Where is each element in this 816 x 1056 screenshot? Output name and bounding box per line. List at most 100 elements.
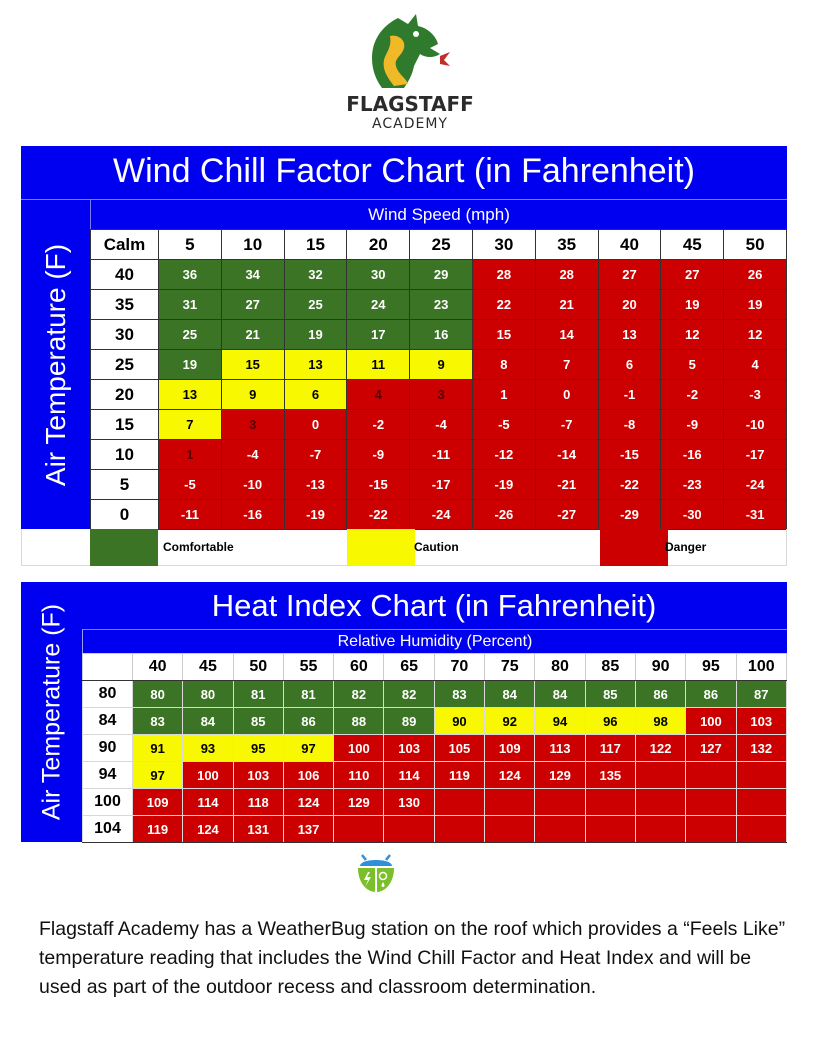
wind-chill-cell: 1 — [158, 439, 222, 470]
heat-index-row: 80 80 80 81 81 82 82 83 84 84 85 86 86 87 — [82, 680, 788, 708]
heat-index-cell: 85 — [232, 707, 284, 735]
wind-chill-cell: -11 — [409, 439, 473, 470]
wind-chill-cell: 7 — [534, 349, 599, 380]
wind-chill-cell: 13 — [158, 379, 222, 410]
humidity-column-header: 65 — [383, 653, 435, 681]
wind-speed-column-header: 40 — [597, 229, 662, 260]
wind-chill-row: 20 13 9 6 4 3 1 0 -1 -2 -3 — [90, 379, 787, 410]
wind-chill-cell: 28 — [534, 259, 599, 290]
air-temperature-row-header: 94 — [82, 761, 133, 789]
humidity-column-header: 60 — [333, 653, 385, 681]
wind-chill-cell: 20 — [597, 289, 662, 320]
wind-chill-cell: 12 — [723, 319, 787, 350]
heat-index-cell: 95 — [232, 734, 284, 762]
wind-speed-column-header: 15 — [283, 229, 348, 260]
heat-index-cell: 81 — [282, 680, 335, 708]
wind-chill-cell: 23 — [409, 289, 473, 320]
heat-index-cell: 84 — [534, 680, 586, 708]
wind-speed-column-header: Calm — [90, 229, 159, 260]
wind-chill-cell: -19 — [471, 469, 536, 500]
humidity-column-header: 95 — [685, 653, 737, 681]
heat-index-cell — [584, 815, 636, 843]
humidity-column-header: 75 — [484, 653, 536, 681]
wind-chill-cell: -17 — [723, 439, 787, 470]
wind-chill-row: 25 19 15 13 11 9 8 7 6 5 4 — [90, 349, 787, 380]
wind-chill-cell: 25 — [158, 319, 222, 350]
wind-chill-row: 10 1 -4 -7 -9 -11 -12 -14 -15 -16 -17 — [90, 439, 787, 470]
logo-subtitle: ACADEMY — [372, 116, 448, 132]
heat-index-header-row: 40 45 50 55 60 65 70 75 80 85 90 95 100 — [82, 653, 788, 681]
air-temperature-row-header: 35 — [90, 289, 159, 320]
wind-chill-cell: 21 — [220, 319, 285, 350]
humidity-column-header: 70 — [433, 653, 486, 681]
wind-chill-cell: -2 — [660, 379, 725, 410]
heat-index-cell — [433, 815, 486, 843]
wind-speed-column-header: 20 — [346, 229, 411, 260]
wind-chill-header-row: Calm 5 10 15 20 25 30 35 40 45 50 — [90, 229, 787, 260]
heat-index-row: 84 83 84 85 86 88 89 90 92 94 96 98 100 103 — [82, 707, 788, 735]
heat-index-cell: 83 — [433, 680, 486, 708]
heat-index-cell: 92 — [484, 707, 536, 735]
heat-index-cell: 100 — [685, 707, 737, 735]
air-temperature-row-header: 30 — [90, 319, 159, 350]
wind-chill-chart: Wind Chill Factor Chart (in Fahrenheit) … — [21, 146, 787, 530]
wind-chill-cell: 12 — [660, 319, 725, 350]
air-temperature-row-header: 0 — [90, 499, 159, 530]
air-temperature-row-header: 80 — [82, 680, 133, 708]
heat-index-cell: 98 — [634, 707, 687, 735]
heat-index-cell: 80 — [131, 680, 184, 708]
heat-index-cell: 137 — [282, 815, 335, 843]
wind-chill-y-axis-label: Air Temperature (F) — [21, 199, 90, 529]
heat-index-cell: 100 — [333, 734, 385, 762]
heat-index-cell: 110 — [333, 761, 385, 789]
wind-chill-cell: 19 — [660, 289, 725, 320]
heat-index-title: Heat Index Chart (in Fahrenheit) — [21, 582, 787, 629]
heat-index-cell: 93 — [182, 734, 234, 762]
wind-speed-column-header: 35 — [534, 229, 599, 260]
wind-chill-cell: 15 — [471, 319, 536, 350]
wind-chill-cell: 36 — [158, 259, 222, 290]
wind-chill-cell: 4 — [723, 349, 787, 380]
wind-chill-cell: 24 — [346, 289, 411, 320]
wind-chill-table: Calm 5 10 15 20 25 30 35 40 45 50 40 36 34 32 30 29 28 28… — [90, 229, 787, 530]
wind-chill-cell: 17 — [346, 319, 411, 350]
wind-chill-cell: -10 — [723, 409, 787, 440]
heat-index-cell: 131 — [232, 815, 284, 843]
heat-index-cell: 86 — [685, 680, 737, 708]
wind-chill-row: 15 7 3 0 -2 -4 -5 -7 -8 -9 -10 — [90, 409, 787, 440]
wind-chill-cell: -12 — [471, 439, 536, 470]
wind-chill-cell: -3 — [723, 379, 787, 410]
heat-index-cell: 96 — [584, 707, 636, 735]
heat-index-cell: 103 — [735, 707, 788, 735]
wind-chill-cell: 11 — [346, 349, 411, 380]
wind-chill-cell: 0 — [534, 379, 599, 410]
wind-chill-cell: -21 — [534, 469, 599, 500]
heat-index-cell: 100 — [182, 761, 234, 789]
heat-index-cell: 84 — [182, 707, 234, 735]
wind-chill-cell: 27 — [597, 259, 662, 290]
wind-chill-cell: -9 — [346, 439, 411, 470]
heat-index-cell: 122 — [634, 734, 687, 762]
heat-index-cell: 86 — [634, 680, 687, 708]
wind-speed-column-header: 10 — [220, 229, 285, 260]
description-paragraph: Flagstaff Academy has a WeatherBug stati… — [39, 918, 786, 998]
wind-chill-cell: 32 — [283, 259, 348, 290]
heat-index-cell — [584, 788, 636, 816]
wind-speed-column-header: 5 — [158, 229, 222, 260]
wind-speed-column-header: 50 — [723, 229, 787, 260]
wind-chill-cell: 9 — [409, 349, 473, 380]
wind-chill-cell: -17 — [409, 469, 473, 500]
wind-chill-cell: -4 — [409, 409, 473, 440]
wind-chill-cell: 26 — [723, 259, 787, 290]
air-temperature-row-header: 20 — [90, 379, 159, 410]
humidity-column-header: 40 — [131, 653, 184, 681]
heat-index-cell: 113 — [534, 734, 586, 762]
air-temperature-row-header: 104 — [82, 815, 133, 843]
wind-chill-cell: 34 — [220, 259, 285, 290]
wind-chill-cell: 28 — [471, 259, 536, 290]
wind-chill-cell: 25 — [283, 289, 348, 320]
heat-index-cell: 114 — [182, 788, 234, 816]
heat-index-cell: 106 — [282, 761, 335, 789]
heat-index-cell: 90 — [433, 707, 486, 735]
wind-chill-cell: -11 — [158, 499, 222, 530]
